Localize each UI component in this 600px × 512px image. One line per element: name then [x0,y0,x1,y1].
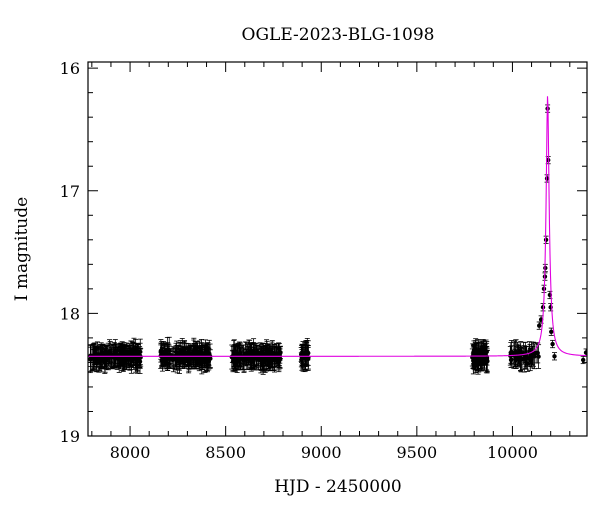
peak-point [551,352,557,361]
baseline-point [185,345,191,360]
data-point [509,349,514,355]
baseline-point [251,344,257,360]
data-point [130,350,135,355]
data-point [241,358,247,363]
plot-area [88,96,587,375]
data-point [481,350,487,355]
x-tick-label: 8500 [205,443,246,462]
baseline-point [233,350,239,371]
y-tick-label: 16 [60,59,80,78]
data-point [543,237,549,243]
data-point [550,341,555,347]
data-point [536,354,541,359]
baseline-point [533,342,539,364]
data-point [176,358,182,364]
data-point [233,358,239,363]
data-point [513,357,518,363]
x-tick-label: 9000 [301,443,342,462]
chart-title: OGLE-2023-BLG-1098 [242,25,435,45]
data-point [194,351,200,357]
y-tick-label: 18 [60,304,80,323]
data-point [525,361,530,367]
baseline-point [513,351,519,369]
baseline-point [481,340,487,366]
plot-frame [87,61,588,437]
x-tick-label: 9500 [396,443,437,462]
peak-point [548,327,554,336]
data-point [251,349,256,355]
data-point [471,358,476,364]
baseline-point [518,345,524,373]
data-point [207,351,212,356]
x-axis-label: HJD - 2450000 [274,477,402,497]
data-point [268,356,274,361]
baseline-point [508,340,514,364]
data-point [261,354,266,360]
data-point [533,350,539,355]
baseline-point [206,339,212,368]
baseline-point [194,341,200,367]
data-point [519,356,524,362]
baseline-point [176,351,182,371]
peak-point [548,303,554,312]
peak-point [550,339,556,349]
data-point [580,357,586,363]
baseline-point [268,351,274,366]
data-point [254,350,260,355]
data-point [537,323,542,328]
data-point [549,329,554,334]
y-axis: 16 17 18 19 [60,59,587,446]
baseline-point [124,349,130,369]
baseline-point [202,339,208,362]
baseline-point [129,341,135,363]
peak-point [583,348,587,357]
x-axis: 8000 8500 9000 9500 10000 [91,62,571,462]
x-tick-label: 10000 [487,443,538,462]
y-tick-label: 19 [60,427,80,446]
y-tick-label: 17 [60,182,80,201]
data-point [480,356,486,361]
baseline-point [166,344,172,365]
data-point [185,350,190,355]
data-point [552,354,557,359]
x-tick-label: 8000 [110,443,151,462]
y-axis-label: I magnitude [12,197,32,301]
baseline-point [525,355,531,372]
data-point [583,350,587,355]
model-curve [88,96,587,357]
peak-point [580,355,586,365]
data-point [112,349,117,354]
data-point [203,348,208,353]
